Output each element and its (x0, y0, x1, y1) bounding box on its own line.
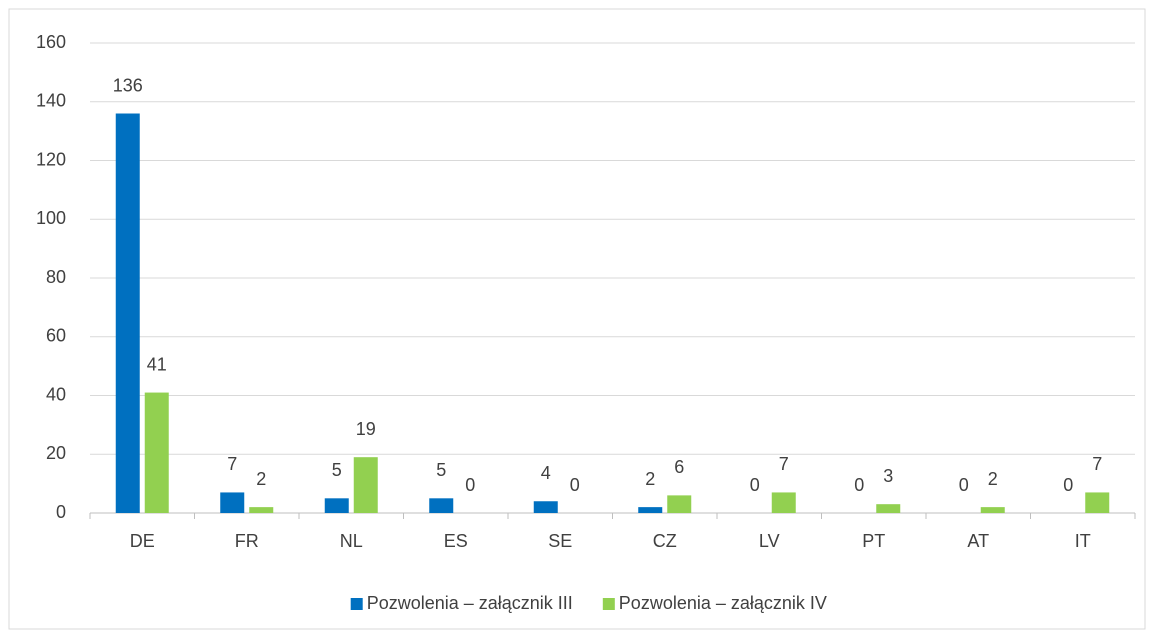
bar (220, 492, 245, 513)
bar (638, 507, 663, 513)
x-tick-label: ES (444, 531, 468, 551)
value-label: 41 (147, 354, 167, 374)
value-label: 136 (113, 75, 143, 95)
bar (115, 113, 140, 513)
bar (533, 501, 558, 513)
legend-label: Pozwolenia – załącznik IV (619, 593, 827, 613)
x-tick-label: IT (1075, 531, 1091, 551)
legend-swatch (350, 598, 363, 610)
x-tick-label: DE (130, 531, 155, 551)
value-label: 3 (883, 466, 893, 486)
value-label: 0 (854, 475, 864, 495)
x-tick-label: FR (235, 531, 259, 551)
value-label: 0 (570, 475, 580, 495)
chart-frame (8, 8, 1146, 630)
bar (667, 495, 692, 513)
bar (429, 498, 454, 513)
value-label: 5 (436, 460, 446, 480)
x-tick-label: LV (759, 531, 780, 551)
value-label: 0 (465, 475, 475, 495)
legend-swatch (602, 598, 615, 610)
value-label: 2 (256, 469, 266, 489)
value-label: 0 (1063, 475, 1073, 495)
value-label: 0 (959, 475, 969, 495)
bar (771, 492, 796, 513)
y-tick-label: 20 (46, 443, 66, 463)
bar (1085, 492, 1110, 513)
x-tick-label: PT (862, 531, 885, 551)
legend-label: Pozwolenia – załącznik III (367, 593, 573, 613)
value-label: 7 (779, 454, 789, 474)
value-label: 7 (227, 454, 237, 474)
value-label: 19 (356, 419, 376, 439)
bar (249, 507, 274, 513)
y-tick-label: 100 (36, 208, 66, 228)
y-tick-label: 140 (36, 91, 66, 111)
value-label: 2 (988, 469, 998, 489)
bar (980, 507, 1005, 513)
x-tick-label: CZ (653, 531, 677, 551)
y-tick-label: 60 (46, 326, 66, 346)
y-tick-label: 0 (56, 502, 66, 522)
x-tick-label: NL (340, 531, 363, 551)
y-tick-label: 80 (46, 267, 66, 287)
y-tick-label: 120 (36, 149, 66, 169)
value-label: 6 (674, 457, 684, 477)
y-tick-label: 40 (46, 384, 66, 404)
value-label: 7 (1092, 454, 1102, 474)
value-label: 0 (750, 475, 760, 495)
x-tick-label: SE (548, 531, 572, 551)
x-tick-label: AT (967, 531, 989, 551)
bar (353, 457, 378, 513)
y-tick-label: 160 (36, 32, 66, 52)
bar (876, 504, 901, 513)
bar (324, 498, 349, 513)
value-label: 2 (645, 469, 655, 489)
value-label: 5 (332, 460, 342, 480)
bar (144, 392, 169, 513)
value-label: 4 (541, 463, 551, 483)
